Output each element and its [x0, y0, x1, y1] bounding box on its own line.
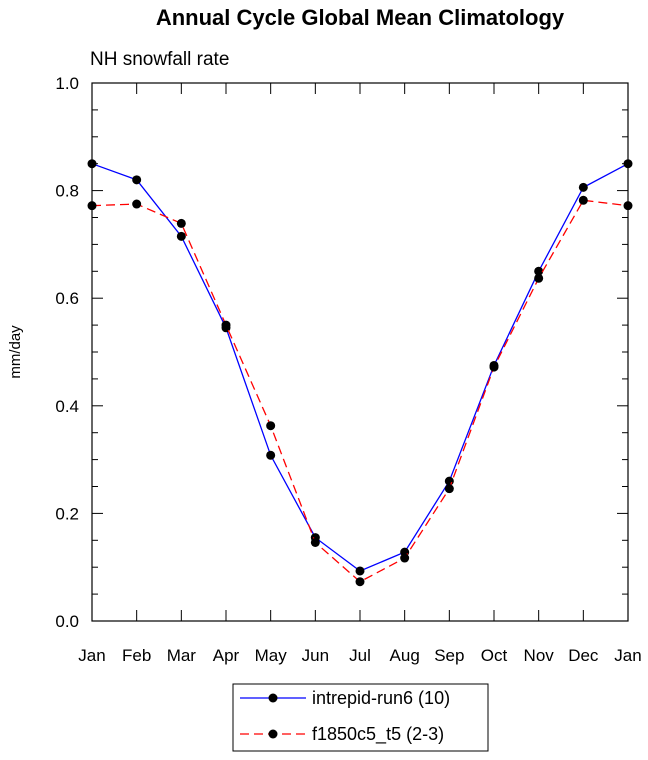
legend-entries: intrepid-run6 (10) f1850c5_t5 (2-3)	[240, 688, 450, 745]
x-tick-label: Sep	[434, 646, 464, 665]
axis-ticks	[91, 82, 629, 622]
series-group	[87, 159, 633, 587]
series-0-point	[132, 175, 142, 185]
y-tick-label: 0.6	[55, 289, 79, 308]
series-1-point	[310, 537, 320, 547]
x-tick-label: Dec	[568, 646, 599, 665]
series-1-point	[444, 484, 454, 494]
x-tick-label: Jul	[349, 646, 371, 665]
x-tick-labels: Jan Feb Mar Apr May Jun Jul Aug Sep Oct Nov Dec Jan	[78, 646, 641, 665]
chart-title: Annual Cycle Global Mean Climatology	[156, 5, 565, 30]
x-tick-label: Nov	[524, 646, 555, 665]
x-tick-label: Apr	[213, 646, 240, 665]
y-tick-label: 0.4	[55, 397, 79, 416]
series-1-point	[400, 553, 410, 563]
series-0-point	[176, 231, 186, 241]
x-tick-label: Jan	[78, 646, 105, 665]
x-tick-label: Mar	[167, 646, 197, 665]
series-1-point	[355, 577, 365, 587]
legend: intrepid-run6 (10) f1850c5_t5 (2-3)	[232, 683, 489, 752]
y-tick-label: 0.8	[55, 182, 79, 201]
y-tick-label: 1.0	[55, 74, 79, 93]
series-1-point	[266, 421, 276, 431]
plot-frame	[91, 82, 629, 622]
y-tick-labels: 0.0 0.2 0.4 0.6 0.8 1.0	[55, 74, 79, 631]
x-tick-label: Jun	[302, 646, 329, 665]
chart-subtitle: NH snowfall rate	[90, 49, 229, 70]
x-tick-label: Oct	[481, 646, 508, 665]
y-tick-label: 0.2	[55, 504, 79, 523]
series-line-1	[91, 199, 629, 583]
series-1-point	[221, 320, 231, 330]
series-0-point	[578, 182, 588, 192]
legend-marker-1	[268, 729, 278, 739]
x-tick-label: Feb	[122, 646, 151, 665]
series-0-point	[534, 266, 544, 276]
series-1-point	[489, 362, 499, 372]
series-1-point	[578, 195, 588, 205]
legend-label-1: f1850c5_t5 (2-3)	[312, 724, 444, 745]
y-tick-label: 0.0	[55, 612, 79, 631]
x-tick-label: Jan	[614, 646, 641, 665]
x-tick-label: May	[255, 646, 288, 665]
x-tick-label: Aug	[390, 646, 420, 665]
legend-label-0: intrepid-run6 (10)	[312, 688, 450, 708]
y-axis-label: mm/day	[7, 325, 24, 379]
series-0-point	[266, 450, 276, 460]
series-0-point	[355, 566, 365, 576]
series-1-point	[176, 218, 186, 228]
series-1-point	[534, 273, 544, 283]
legend-marker-0	[268, 693, 278, 703]
series-1-point	[132, 199, 142, 209]
series-line-0	[91, 163, 629, 572]
